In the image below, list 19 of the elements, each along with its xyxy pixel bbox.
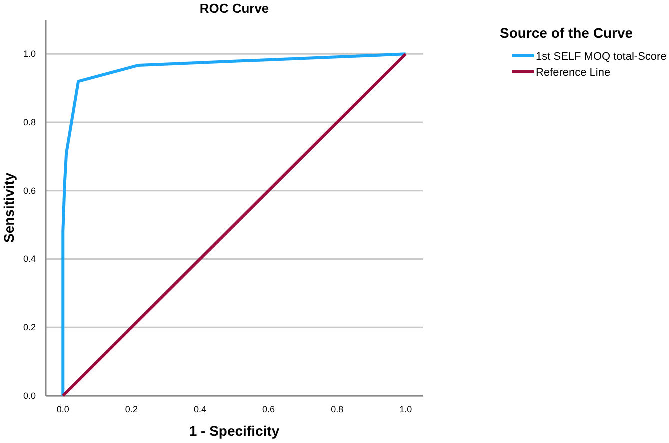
x-tick-label: 0.8 — [331, 404, 344, 414]
y-axis-title: Sensitivity — [1, 172, 17, 244]
y-tick-label: 0.6 — [23, 186, 36, 196]
legend-label: Reference Line — [536, 67, 611, 79]
x-tick-label: 0.6 — [262, 404, 276, 414]
x-axis-title: 1 - Specificity — [189, 423, 280, 439]
y-tick-label: 1.0 — [23, 49, 36, 60]
x-tick-label: 0.0 — [56, 404, 70, 414]
x-tick-label: 0.2 — [125, 404, 138, 414]
y-tick-label: 0.4 — [23, 254, 36, 264]
x-tick-label: 0.4 — [194, 404, 206, 414]
x-tick-label: 1.0 — [400, 404, 412, 414]
y-tick-label: 0.0 — [23, 390, 36, 401]
line-series — [62, 52, 408, 398]
legend-label: 1st SELF MOQ total-Score — [536, 51, 667, 63]
y-tick-label: 0.2 — [23, 322, 36, 333]
chart-title: ROC Curve — [200, 1, 270, 16]
legend-title: Source of the Curve — [500, 25, 634, 41]
y-tick-label: 0.8 — [23, 117, 36, 128]
